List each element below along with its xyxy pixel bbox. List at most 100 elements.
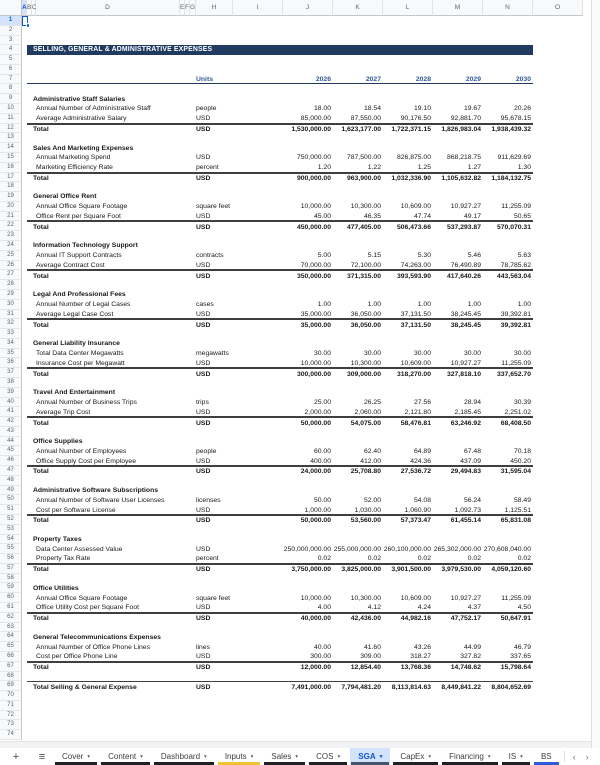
cell-value[interactable]: 50,000.00 [300,517,331,525]
row-unit[interactable]: USD [196,310,211,318]
cell-value[interactable]: 35,000.00 [300,321,331,329]
row-unit[interactable]: USD [196,213,211,221]
row-unit[interactable]: USD [196,261,211,269]
cell-value[interactable]: 787,500.00 [346,154,381,162]
cell-value[interactable]: 963,900.00 [346,174,381,182]
row-label[interactable]: Sales And Marketing Expenses [33,144,134,152]
row-label[interactable]: Total [33,468,49,476]
cell-value[interactable]: 400.00 [310,457,331,465]
cell-value[interactable]: 260,100,000.00 [383,545,431,553]
row-label[interactable]: Office Utility Cost per Square Foot [36,604,140,612]
row-header-63[interactable]: 63 [0,622,22,633]
cell-value[interactable]: 1,032,336.90 [391,174,431,182]
row-unit[interactable]: USD [196,321,211,329]
cell-value[interactable]: 30.00 [313,350,331,358]
row-header-43[interactable]: 43 [0,426,22,437]
cell-value[interactable]: 47.74 [413,213,431,221]
cell-value[interactable]: 1.00 [317,301,331,309]
cell-value[interactable]: 28.94 [463,398,481,406]
row-header-42[interactable]: 42 [0,417,22,427]
row-header-31[interactable]: 31 [0,309,22,320]
cell-value[interactable]: 70.18 [513,447,531,455]
cell-value[interactable]: 74,263.00 [400,261,431,269]
cell-value[interactable]: 58,476.81 [400,419,431,427]
row-header-44[interactable]: 44 [0,436,22,447]
cell-value[interactable]: 1,530,000.00 [291,126,331,133]
all-sheets-icon[interactable]: ≡ [38,750,46,763]
chevron-down-icon[interactable]: ▾ [87,753,91,760]
cell-value[interactable]: 412.00 [360,457,381,465]
row-header-17[interactable]: 17 [0,172,22,183]
cell-value[interactable]: 424.36 [410,457,431,465]
horizontal-scrollbar[interactable] [0,741,591,748]
cell-value[interactable]: 25,708.80 [350,468,381,476]
row-label[interactable]: Insurance Cost per Megawatt [36,359,125,367]
row-header-54[interactable]: 54 [0,534,22,545]
row-label[interactable]: Administrative Staff Salaries [33,95,126,103]
tab-financing[interactable]: Financing ▾ [441,748,498,765]
row-header-62[interactable]: 62 [0,612,22,623]
row-header-37[interactable]: 37 [0,368,22,378]
cell-value[interactable]: 13,768.36 [400,664,431,672]
cell-value[interactable]: 3,901,500.00 [391,566,431,574]
cell-value[interactable]: 0.02 [317,555,331,563]
selected-cell-a1[interactable] [22,16,28,26]
row-unit[interactable]: USD [196,174,211,182]
cell-value[interactable]: 46.79 [513,643,531,651]
row-label[interactable]: Total [33,370,49,378]
cell-value[interactable]: 78,785.62 [500,261,531,269]
row-label[interactable]: Total [33,272,49,280]
cell-value[interactable]: 47,752.17 [450,615,481,623]
row-label[interactable]: Total [33,664,49,672]
cell-value[interactable]: 56.24 [463,496,481,504]
cell-value[interactable]: 37,131.50 [400,310,431,318]
cell-value[interactable]: 826,875.00 [396,154,431,162]
chevron-left-icon[interactable]: ‹ [572,751,576,762]
cell-value[interactable]: 1,722,371.15 [391,126,431,133]
cell-value[interactable]: 42,436.00 [350,615,381,623]
cell-value[interactable]: 90,176.50 [400,115,431,123]
cell-value[interactable]: 12,854.40 [350,664,381,672]
row-header-51[interactable]: 51 [0,505,22,515]
row-unit[interactable]: percent [196,555,219,563]
row-header-40[interactable]: 40 [0,397,22,408]
row-header-22[interactable]: 22 [0,221,22,232]
row-label[interactable]: Average Administrative Salary [36,115,127,123]
cell-value[interactable]: 4.24 [417,604,431,612]
select-all-corner[interactable] [0,0,22,16]
row-unit[interactable]: USD [196,408,211,416]
row-header-49[interactable]: 49 [0,485,22,496]
cell-value[interactable]: 255,000,000.00 [333,545,381,553]
row-unit[interactable]: square feet [196,203,231,211]
row-unit[interactable]: trips [196,398,209,406]
year-header-2029[interactable]: 2029 [465,76,481,84]
row-label[interactable]: Annual Number of Business Trips [36,398,137,406]
row-header-66[interactable]: 66 [0,651,22,662]
cell-value[interactable]: 36,050.00 [350,310,381,318]
cell-value[interactable]: 3,979,530.00 [441,566,481,574]
cell-value[interactable]: 11,255.09 [501,359,531,367]
row-label[interactable]: Average Contract Cost [36,261,105,269]
row-header-56[interactable]: 56 [0,554,22,564]
row-label[interactable]: Total Data Center Megawatts [36,350,124,358]
cell-value[interactable]: 10,300.00 [350,594,381,602]
cell-value[interactable]: 19.10 [413,105,431,113]
row-header-64[interactable]: 64 [0,632,22,643]
row-header-4[interactable]: 4 [0,45,22,56]
row-unit[interactable]: USD [196,545,211,553]
row-label[interactable]: Total [33,419,49,427]
row-header-41[interactable]: 41 [0,407,22,418]
column-header-M[interactable]: M [433,0,483,16]
row-unit[interactable]: USD [196,359,211,367]
cell-value[interactable]: 11,255.09 [501,203,531,211]
cell-value[interactable]: 8,804,652.69 [491,683,531,691]
cell-value[interactable]: 53,560.00 [350,517,381,525]
chevron-down-icon[interactable]: ▾ [487,753,491,760]
row-label[interactable]: Annual Number of Office Phone Lines [36,643,150,651]
cell-value[interactable]: 911,629.69 [497,154,531,162]
row-unit[interactable]: USD [196,604,211,612]
row-header-39[interactable]: 39 [0,387,22,398]
row-label[interactable]: Data Center Assessed Value [36,545,123,553]
row-label[interactable]: Annual Number of Administrative Staff [36,105,151,113]
row-label[interactable]: Annual Number of Legal Cases [36,301,131,309]
